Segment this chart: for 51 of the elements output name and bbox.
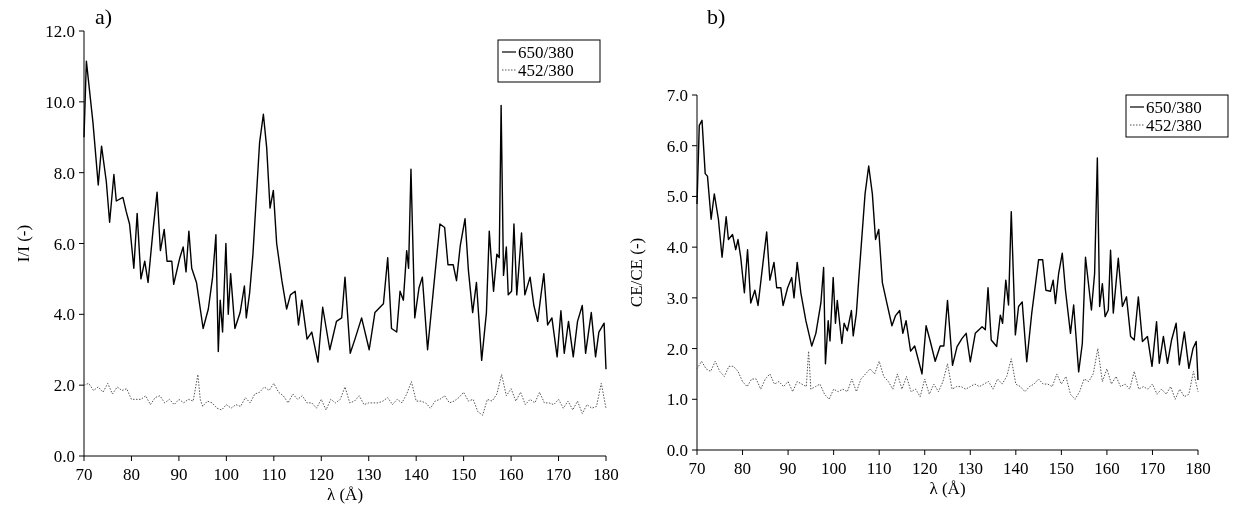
x-tick-label: 120 — [308, 465, 335, 484]
x-tick-label: 180 — [593, 465, 619, 484]
y-tick-label: 1.0 — [666, 390, 688, 410]
x-axis-title: λ (Å) — [929, 479, 966, 498]
y-tick-label: 6.0 — [666, 136, 688, 156]
x-tick-label: 160 — [498, 465, 524, 484]
x-tick-label: 160 — [1094, 459, 1120, 478]
line-series — [696, 348, 1199, 400]
y-tick-label: 3.0 — [666, 288, 688, 308]
x-tick-label: 120 — [911, 459, 938, 478]
x-tick-label: 180 — [1185, 459, 1211, 478]
x-tick-label: 70 — [75, 465, 93, 484]
chart-title: b) — [707, 4, 726, 29]
y-tick-label: 10.0 — [45, 92, 75, 112]
line-series — [83, 374, 607, 416]
y-tick-label: 4.0 — [666, 238, 688, 258]
legend-label: 452/380 — [518, 61, 574, 80]
x-tick-label: 130 — [355, 465, 382, 484]
x-tick-label: 170 — [1139, 459, 1166, 478]
x-tick-label: 140 — [1003, 459, 1029, 478]
x-tick-label: 90 — [779, 459, 797, 478]
x-tick-label: 90 — [170, 465, 188, 484]
y-axis-title: CE/CE (-) — [627, 237, 646, 308]
y-tick-label: 0.0 — [666, 441, 688, 460]
x-tick-label: 80 — [734, 459, 752, 478]
y-axis-title: I/I (-) — [14, 224, 33, 263]
y-tick-label: 5.0 — [666, 187, 688, 207]
y-tick-label: 8.0 — [53, 163, 75, 183]
legend-label: 650/380 — [518, 43, 574, 62]
x-tick-label: 140 — [403, 465, 429, 484]
x-tick-label: 100 — [213, 465, 240, 484]
x-tick-label: 150 — [450, 465, 477, 484]
chart-title: a) — [95, 4, 113, 29]
x-tick-label: 110 — [866, 459, 892, 478]
x-tick-label: 150 — [1048, 459, 1075, 478]
x-tick-label: 70 — [688, 459, 706, 478]
x-tick-label: 110 — [261, 465, 287, 484]
y-tick-label: 2.0 — [53, 376, 75, 396]
x-tick-label: 130 — [957, 459, 984, 478]
x-tick-label: 170 — [545, 465, 572, 484]
legend-label: 452/380 — [1146, 116, 1202, 135]
x-axis-title: λ (Å) — [326, 485, 364, 504]
y-tick-label: 4.0 — [53, 305, 75, 325]
x-tick-label: 100 — [820, 459, 847, 478]
x-tick-label: 80 — [122, 465, 140, 484]
y-tick-label: 2.0 — [666, 339, 688, 359]
y-tick-label: 0.0 — [53, 447, 75, 466]
y-tick-label: 12.0 — [45, 22, 75, 41]
y-tick-label: 7.0 — [666, 86, 688, 105]
y-tick-label: 6.0 — [53, 234, 75, 254]
legend-label: 650/380 — [1146, 98, 1202, 117]
